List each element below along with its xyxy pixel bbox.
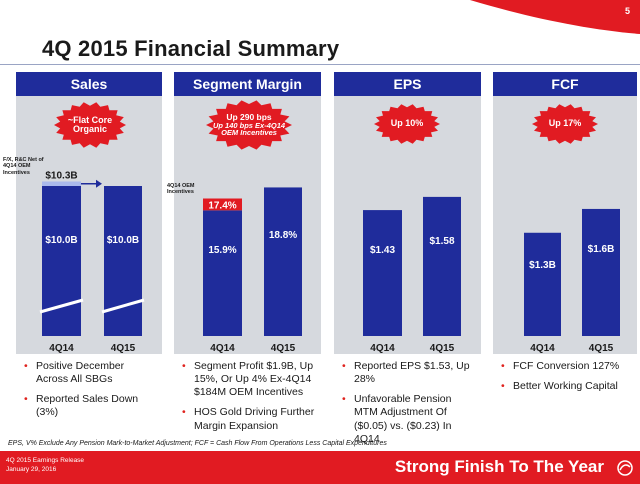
panel-header-fcf: FCF (493, 72, 637, 96)
bar-value-label: $1.43 (370, 245, 395, 256)
page-title: 4Q 2015 Financial Summary (42, 36, 340, 61)
panel-header-eps: EPS (334, 72, 481, 96)
sales-chart: $10.0B 4Q14 $10.0B 4Q15 $10.3B (39, 171, 145, 354)
panel-segment-margin: Segment Margin Up 290 bps Up 140 bps Ex-… (174, 72, 321, 354)
list-item: Segment Profit $1.9B, Up 15%, Or Up 4% E… (182, 360, 317, 399)
bar-value-label: $1.3B (529, 260, 556, 271)
list-item: Reported EPS $1.53, Up 28% (342, 360, 477, 386)
title-divider (0, 64, 640, 65)
bar-4Q14 (524, 232, 561, 336)
x-tick-label: 4Q14 (530, 343, 555, 354)
bar-4Q14 (363, 210, 402, 336)
page-number: 5 (624, 6, 630, 16)
oem-incentive-segment (203, 198, 242, 211)
bar-value-label: $10.0B (45, 235, 77, 246)
footer-tagline: Strong Finish To The Year (394, 457, 604, 476)
bar-value-label: $10.0B (107, 235, 139, 246)
stack-side-label: 4Q14 OEM Incentives (167, 183, 195, 196)
footer-date: January 29, 2016 (6, 466, 57, 473)
eps-chart: $1.43 4Q14 $1.58 4Q15 (363, 196, 461, 354)
panel-header-segment-margin: Segment Margin (174, 72, 321, 96)
panel-sales: Sales ~Flat Core Organic $10.0B 4Q14 $10.0… (16, 72, 162, 354)
list-item: FCF Conversion 127% (501, 360, 633, 373)
burst-shape (374, 104, 440, 144)
bar-4Q15 (104, 186, 142, 336)
list-item: HOS Gold Driving Further Margin Expansio… (182, 406, 317, 432)
notes-fcf: FCF Conversion 127% Better Working Capit… (493, 354, 637, 436)
callout-burst-segment-margin: Up 290 bps Up 140 bps Ex-4Q14 OEM Incent… (206, 100, 292, 150)
bar-4Q15 (423, 196, 461, 336)
notes-segment-margin: Segment Profit $1.9B, Up 15%, Or Up 4% E… (174, 354, 321, 436)
notes-sales: Positive December Across All SBGs Report… (16, 354, 162, 436)
list-item: Better Working Capital (501, 380, 633, 393)
list-item: Positive December Across All SBGs (24, 360, 158, 386)
x-tick-label: 4Q14 (370, 343, 395, 354)
burst-shape (532, 104, 598, 144)
bar-4Q14 (203, 210, 242, 336)
axis-break-mark (39, 298, 84, 314)
burst-line-1: ~Flat Core (67, 114, 113, 125)
bar-4Q15 (264, 187, 302, 336)
bar-4Q15 (582, 208, 620, 336)
x-tick-label: 4Q15 (111, 343, 136, 354)
burst-line-1: Up 290 bps (226, 111, 272, 122)
bar-value-label: 18.8% (269, 230, 297, 241)
footnote: EPS, V% Exclude Any Pension Mark-to-Mark… (8, 440, 387, 447)
burst-line-1: Up 17% (548, 118, 582, 129)
adjustment-total-label: $10.3B (45, 171, 77, 182)
bar-value-label: $1.6B (588, 244, 615, 255)
burst-line-1: Up 10% (390, 118, 424, 129)
header-swoosh (470, 0, 640, 34)
x-tick-label: 4Q15 (430, 343, 455, 354)
adjustment-segment (42, 181, 81, 186)
adjustment-side-label: F/X, R&C Net of 4Q14 OEM Incentives (3, 157, 44, 176)
corner-logo-icon (617, 460, 633, 476)
stack-total-label: 17.4% (208, 200, 236, 211)
list-item: Reported Sales Down (3%) (24, 393, 158, 419)
x-tick-label: 4Q15 (271, 343, 296, 354)
callout-burst-eps: Up 10% (374, 104, 440, 144)
burst-shape (54, 102, 126, 148)
x-tick-label: 4Q14 (210, 343, 235, 354)
notes-eps: Reported EPS $1.53, Up 28% Unfavorable P… (334, 354, 481, 445)
segment-margin-chart: 15.9% 4Q14 18.8% 4Q15 17.4% (203, 187, 302, 354)
axis-break-mark (101, 298, 145, 314)
x-tick-label: 4Q14 (49, 343, 74, 354)
bar-4Q14 (42, 186, 81, 336)
panel-fcf: FCF Up 17% $1.3B 4Q14 $1.6B 4Q15 (493, 72, 637, 354)
bar-value-label: 15.9% (208, 245, 236, 256)
burst-line-2: Up 140 bps Ex-4Q14 (212, 120, 286, 130)
bar-value-label: $1.58 (429, 236, 454, 247)
x-tick-label: 4Q15 (589, 343, 614, 354)
fcf-chart: $1.3B 4Q14 $1.6B 4Q15 (524, 208, 620, 354)
footer-release: 4Q 2015 Earnings Release (6, 457, 85, 464)
panel-header-sales: Sales (16, 72, 162, 96)
panel-eps: EPS Up 10% $1.43 4Q14 $1.58 4Q15 (334, 72, 481, 354)
burst-shape (206, 100, 292, 150)
callout-burst-fcf: Up 17% (532, 104, 598, 144)
callout-burst-sales: ~Flat Core Organic (54, 102, 126, 148)
burst-line-3: OEM Incentives (221, 128, 277, 138)
list-item: Unfavorable Pension MTM Adjustment Of ($… (342, 393, 477, 446)
arrow-head-icon (96, 179, 102, 188)
footer-bar (0, 451, 640, 484)
burst-line-2: Organic (72, 124, 107, 134)
